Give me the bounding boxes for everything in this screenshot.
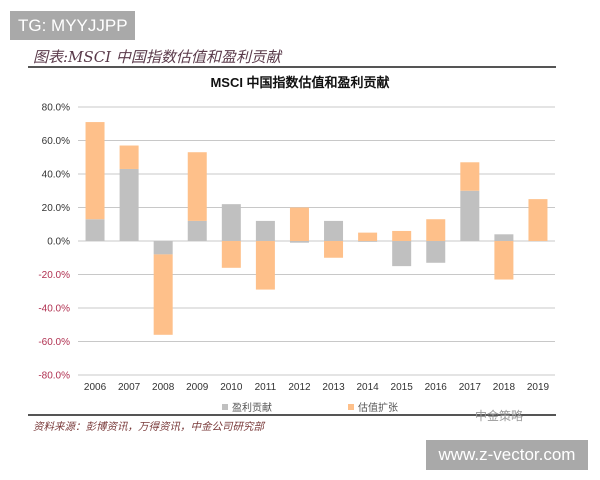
bar-valuation-2017 — [460, 162, 480, 191]
bar-earnings-2011 — [255, 220, 275, 241]
bar-earnings-2008 — [153, 241, 173, 255]
legend-swatch — [348, 404, 354, 410]
bar-valuation-2007 — [119, 145, 139, 169]
x-tick-label: 2011 — [255, 382, 277, 393]
bar-earnings-2010 — [221, 204, 241, 241]
x-tick-label: 2014 — [356, 382, 379, 393]
bar-valuation-2011 — [255, 241, 275, 290]
bar-earnings-2006 — [85, 219, 105, 241]
bar-valuation-2013 — [324, 241, 344, 258]
bar-valuation-2012 — [289, 207, 309, 241]
x-tick-label: 2017 — [459, 382, 482, 393]
bar-valuation-2016 — [426, 219, 446, 241]
x-tick-label: 2007 — [118, 382, 141, 393]
bar-earnings-2007 — [119, 168, 139, 241]
chart-title: MSCI 中国指数估值和盈利贡献 — [210, 75, 390, 90]
bar-valuation-2006 — [85, 122, 105, 220]
bottom-watermark: www.z-vector.com — [426, 440, 588, 470]
bottom-rule — [28, 414, 556, 416]
bar-earnings-2016 — [426, 241, 446, 263]
legend-swatch — [222, 404, 228, 410]
bar-earnings-2014 — [358, 241, 378, 242]
bar-earnings-2015 — [392, 241, 412, 267]
bar-valuation-2015 — [392, 230, 412, 241]
y-tick-label: 20.0% — [42, 203, 70, 214]
y-tick-label: -40.0% — [38, 304, 70, 315]
x-tick-label: 2008 — [152, 382, 175, 393]
x-tick-label: 2019 — [527, 382, 550, 393]
bar-earnings-2009 — [187, 220, 207, 241]
bar-valuation-2010 — [221, 241, 241, 268]
y-tick-label: -20.0% — [38, 270, 70, 281]
y-tick-label: 0.0% — [47, 237, 70, 248]
x-tick-label: 2010 — [220, 382, 243, 393]
bar-valuation-2018 — [494, 241, 514, 280]
legend-label: 估值扩张 — [358, 401, 398, 414]
x-tick-label: 2013 — [322, 382, 345, 393]
figure-caption: 图表:MSCI 中国指数估值和盈利贡献 — [33, 48, 281, 66]
y-tick-label: -60.0% — [38, 337, 70, 348]
y-tick-label: 40.0% — [42, 170, 70, 181]
bar-valuation-2019 — [528, 199, 548, 241]
bar-earnings-2013 — [324, 220, 344, 241]
bar-earnings-2012 — [289, 241, 309, 243]
top-rule — [28, 66, 556, 68]
x-tick-label: 2016 — [425, 382, 448, 393]
top-watermark: TG: MYYJJPP — [10, 11, 135, 40]
x-tick-label: 2012 — [288, 382, 311, 393]
x-tick-label: 2015 — [391, 382, 414, 393]
bar-valuation-2009 — [187, 152, 207, 221]
x-tick-label: 2018 — [493, 382, 516, 393]
y-tick-label: -80.0% — [38, 371, 70, 382]
logo: 中金策略 — [475, 409, 524, 423]
x-tick-label: 2009 — [186, 382, 209, 393]
bar-valuation-2014 — [358, 232, 378, 241]
bar-earnings-2019 — [528, 241, 548, 242]
source-note: 资料来源：彭博资讯，万得资讯，中金公司研究部 — [33, 421, 264, 433]
x-tick-label: 2006 — [84, 382, 107, 393]
bar-earnings-2018 — [494, 234, 514, 241]
y-tick-label: 60.0% — [42, 136, 70, 147]
bar-earnings-2017 — [460, 190, 480, 241]
legend-label: 盈利贡献 — [232, 401, 272, 414]
bar-valuation-2008 — [153, 254, 173, 335]
y-tick-label: 80.0% — [42, 103, 70, 114]
